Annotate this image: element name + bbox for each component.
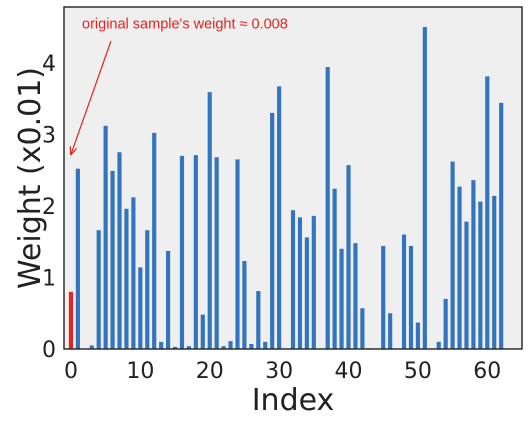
bar-41 (353, 243, 358, 349)
bar-5 (103, 125, 108, 350)
bar-15 (172, 346, 178, 349)
y-tick-label: 3 (42, 123, 56, 148)
y-tick-label: 4 (42, 52, 56, 77)
bar-46 (388, 313, 393, 349)
bar-50 (415, 322, 420, 349)
x-tick-label: 30 (265, 359, 293, 384)
x-tick-label: 20 (196, 359, 224, 384)
bar-29 (270, 112, 275, 349)
bar-9 (131, 197, 136, 349)
bar-49 (408, 245, 414, 349)
bar-60 (485, 76, 490, 350)
x-tick-label: 0 (64, 359, 78, 384)
annotation-arrow (71, 40, 112, 154)
bar-57 (464, 221, 469, 349)
bar-35 (311, 215, 316, 349)
bar-28 (263, 341, 268, 349)
bar-17 (186, 346, 191, 349)
bar-10 (138, 267, 143, 349)
bar-56 (457, 186, 462, 349)
bar-14 (166, 250, 171, 349)
x-tick-label: 50 (404, 359, 432, 384)
y-tick-label: 1 (42, 266, 56, 291)
bar-0 (68, 291, 74, 349)
bar-7 (117, 152, 122, 349)
bar-48 (401, 234, 407, 349)
annotation-text: original sample's weight ≈ 0.008 (82, 16, 288, 32)
bar-24 (235, 159, 240, 349)
bar-19 (200, 314, 205, 349)
bar-55 (450, 161, 455, 349)
bar-34 (304, 237, 309, 349)
bar-8 (124, 208, 129, 349)
bars-group (68, 27, 504, 350)
bar-54 (443, 298, 448, 349)
bar-53 (436, 341, 441, 349)
bar-59 (478, 201, 483, 349)
bar-21 (214, 157, 219, 349)
plot-frame (63, 6, 523, 350)
bar-33 (297, 217, 303, 349)
x-tick-label: 60 (473, 359, 501, 384)
bar-40 (346, 165, 351, 349)
bar-42 (360, 308, 365, 349)
bar-3 (89, 345, 94, 349)
y-axis-title: Weight (x0.01) (13, 67, 48, 289)
bar-20 (207, 92, 212, 349)
bar-13 (159, 341, 164, 349)
x-tick-label: 10 (126, 359, 154, 384)
bar-11 (145, 230, 150, 349)
bar-61 (492, 195, 497, 349)
y-axis-ticks: 0 1 2 3 4 (42, 52, 56, 363)
bar-22 (221, 346, 226, 349)
bar-38 (332, 188, 337, 349)
bar-23 (228, 341, 233, 349)
y-tick-label: 0 (42, 338, 56, 363)
bar-12 (152, 132, 157, 349)
bar-1 (75, 168, 80, 349)
bar-37 (325, 67, 330, 349)
x-tick-label: 40 (335, 359, 363, 384)
bar-6 (110, 170, 115, 349)
bar-32 (290, 210, 296, 349)
x-axis-ticks: 0 10 20 30 40 50 60 (64, 359, 501, 384)
bar-39 (339, 248, 344, 349)
bar-58 (471, 180, 476, 349)
bar-26 (249, 343, 254, 349)
bar-51 (422, 27, 427, 350)
bar-25 (242, 261, 247, 349)
bar-45 (381, 245, 386, 349)
bar-16 (179, 155, 185, 349)
y-tick-label: 2 (42, 195, 56, 220)
bar-4 (96, 230, 101, 349)
bar-30 (277, 86, 282, 350)
bar-62 (499, 102, 504, 350)
x-axis-title: Index (252, 383, 335, 418)
bar-18 (193, 155, 198, 349)
bar-27 (256, 291, 261, 349)
